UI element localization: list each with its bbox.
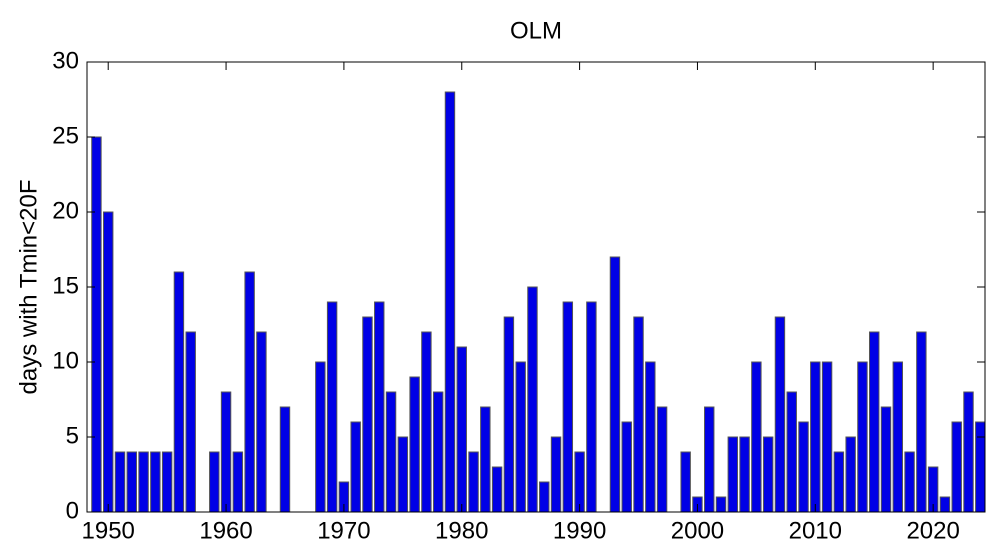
bar <box>727 436 739 512</box>
bar <box>821 361 833 512</box>
y-axis-label: days with Tmin<20F <box>15 180 42 395</box>
bar <box>362 316 373 512</box>
bar <box>256 331 267 512</box>
bar <box>975 421 985 512</box>
y-tick-label: 10 <box>52 347 79 374</box>
bar <box>939 496 951 512</box>
bar <box>397 436 409 512</box>
bar <box>527 286 538 512</box>
y-tick-label: 0 <box>66 497 79 524</box>
bar <box>645 361 656 512</box>
bar <box>150 451 161 512</box>
bar <box>762 436 774 512</box>
bar <box>704 406 715 512</box>
bar <box>786 391 797 512</box>
y-tick-label: 30 <box>52 47 79 74</box>
bar <box>102 211 114 512</box>
bar <box>244 271 255 512</box>
bar <box>326 301 338 512</box>
bar <box>880 406 892 512</box>
x-tick-label: 2020 <box>906 517 959 544</box>
x-tick-label: 1970 <box>317 517 370 544</box>
bar <box>315 361 326 512</box>
bar <box>185 331 196 512</box>
chart-title: OLM <box>510 17 562 44</box>
bar <box>232 451 244 512</box>
bar <box>857 361 868 512</box>
bar <box>468 451 479 512</box>
y-tick-label: 5 <box>66 422 79 449</box>
bar <box>220 391 232 512</box>
x-tick-label: 1990 <box>553 517 606 544</box>
bar <box>574 451 585 512</box>
bar <box>927 466 939 512</box>
bar <box>680 451 691 512</box>
bar <box>491 466 503 512</box>
bar <box>751 361 762 512</box>
bar <box>586 301 597 512</box>
bar <box>609 256 621 512</box>
bar <box>739 436 750 512</box>
x-tick-label: 1980 <box>435 517 488 544</box>
bar <box>421 331 432 512</box>
bar <box>350 421 361 512</box>
bar <box>456 346 467 512</box>
bar <box>963 391 974 512</box>
bar <box>845 436 856 512</box>
bar <box>774 316 786 512</box>
x-tick-label: 1950 <box>82 517 135 544</box>
bar <box>503 316 515 512</box>
bar <box>869 331 880 512</box>
bar <box>161 451 173 512</box>
bar <box>114 451 126 512</box>
bar <box>715 496 727 512</box>
x-tick-label: 2010 <box>789 517 842 544</box>
bar <box>810 361 821 512</box>
bar <box>656 406 668 512</box>
bar <box>892 361 904 512</box>
bar <box>904 451 915 512</box>
bar <box>279 406 291 512</box>
bar <box>209 451 220 512</box>
bar <box>833 451 845 512</box>
y-tick-label: 15 <box>52 272 79 299</box>
bar <box>173 271 185 512</box>
bar <box>385 391 397 512</box>
bar <box>951 421 962 512</box>
bar <box>432 391 444 512</box>
bar <box>633 316 644 512</box>
bar <box>515 361 526 512</box>
bar <box>91 136 102 512</box>
bar <box>374 301 385 512</box>
bar <box>126 451 137 512</box>
bar <box>138 451 149 512</box>
bar <box>444 91 456 512</box>
bar <box>539 481 550 512</box>
bar <box>338 481 350 512</box>
bar <box>409 376 420 512</box>
bar <box>621 421 632 512</box>
x-tick-label: 2000 <box>671 517 724 544</box>
bar <box>916 331 927 512</box>
bar <box>480 406 491 512</box>
bar <box>798 421 809 512</box>
x-tick-label: 1960 <box>199 517 252 544</box>
bar <box>562 301 574 512</box>
bar <box>550 436 562 512</box>
y-tick-label: 25 <box>52 122 79 149</box>
y-tick-label: 20 <box>52 197 79 224</box>
